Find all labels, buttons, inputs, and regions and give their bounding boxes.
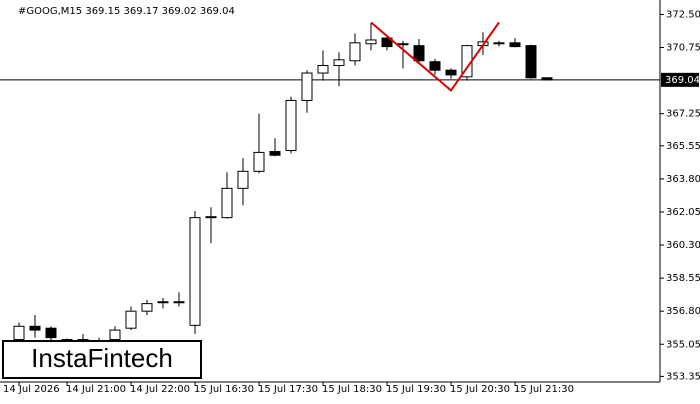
candle-body [525,45,537,79]
y-tick-label: 356.80 [666,306,700,317]
x-tick-label: 15 Jul 20:30 [450,384,510,395]
candle-body [237,170,249,189]
candle-body [429,61,441,71]
candle-body [349,42,361,62]
y-tick-label: 355.05 [666,339,700,350]
x-tick-label: 15 Jul 16:30 [194,384,254,395]
candle-body [541,77,553,81]
candle-body [125,310,137,329]
y-tick-label: 363.80 [666,174,700,185]
y-tick-label: 360.30 [666,240,700,251]
candle-body [301,72,313,101]
x-tick-label: 15 Jul 18:30 [322,384,382,395]
candle-body [253,151,265,172]
y-tick-label: 370.75 [666,43,700,54]
y-tick-label: 353.35 [666,371,700,382]
candle-body [285,99,297,152]
candle-body [269,150,281,156]
y-tick-label: 362.05 [666,207,700,218]
candle-body [397,43,409,46]
logo: InstaFintech [31,343,173,373]
x-tick-label: 15 Jul 21:30 [514,384,574,395]
x-tick-label: 14 Jul 21:00 [66,384,126,395]
candle-body [365,39,377,45]
candle-body [317,64,329,74]
candle-body [509,42,521,48]
candle-body [493,42,505,45]
candle-body [29,325,41,331]
x-tick-label: 15 Jul 17:30 [258,384,318,395]
chart-title: #GOOG,M15 369.15 369.17 369.02 369.04 [18,6,235,17]
candle-body [221,187,233,219]
y-tick-label: 372.50 [666,9,700,20]
y-tick-label: 367.25 [666,109,700,120]
x-tick-label: 14 Jul 22:00 [130,384,190,395]
price-label: 369.04 [665,75,700,86]
candle-body [333,59,345,66]
candle-body [381,37,393,48]
candle-body [445,69,457,76]
x-tick-label: 14 Jul 2026 [3,384,60,395]
candle-body [157,301,169,304]
candle-body [413,45,425,62]
candle-body [205,216,217,219]
candle-body [173,301,185,304]
candle-body [109,329,121,341]
x-tick-label: 15 Jul 19:30 [386,384,446,395]
pattern-line [370,21,500,92]
y-tick-label: 358.55 [666,273,700,284]
logo-box [2,340,202,379]
price-label-bg [661,72,699,87]
candle-body [189,217,201,326]
candle-body [13,325,25,341]
candle-body [141,303,153,312]
y-tick-label: 365.55 [666,141,700,152]
candle-body [45,327,57,339]
